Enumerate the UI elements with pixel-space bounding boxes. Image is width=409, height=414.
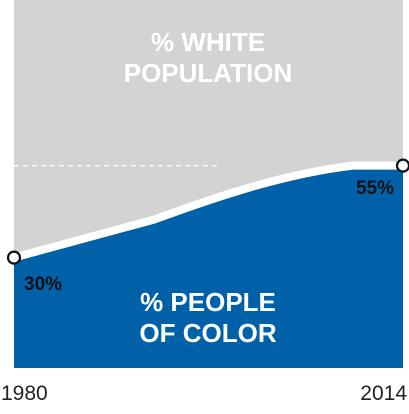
x-tick-1980: 1980 — [1, 382, 48, 405]
white-area-label-line1: % WHITE — [151, 27, 265, 57]
white-area-label-line2: POPULATION — [124, 58, 293, 88]
start-marker — [6, 250, 22, 265]
end-value-label: 55% — [356, 178, 394, 199]
start-value-label: 30% — [24, 274, 62, 295]
people-of-color-area — [14, 165, 403, 368]
end-marker — [395, 158, 409, 173]
x-tick-2014: 2014 — [360, 382, 407, 405]
poc-area-label-line1: % PEOPLE — [140, 287, 276, 317]
separator-line — [12, 161, 403, 262]
poc-area-label-line2: OF COLOR — [139, 318, 276, 348]
